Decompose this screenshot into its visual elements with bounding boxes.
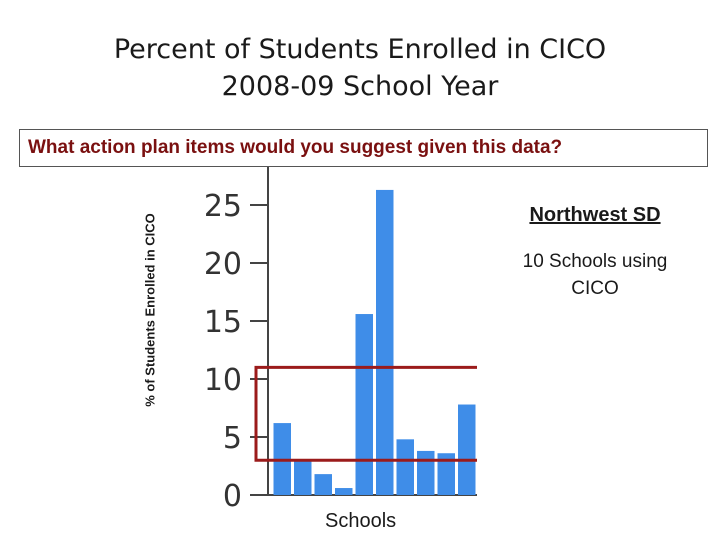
title-line-2: 2008-09 School Year <box>221 71 499 102</box>
bar-school-3 <box>314 474 332 495</box>
bar-school-6 <box>376 189 394 496</box>
bar-school-5 <box>355 314 373 495</box>
bar-school-8 <box>417 450 435 495</box>
title-line-1: Percent of Students Enrolled in CICO <box>113 34 607 65</box>
bar-school-2 <box>294 461 312 495</box>
highlight-bracket <box>254 365 270 462</box>
y-tick-label-25: 25 <box>204 189 242 224</box>
y-tick-label-0: 0 <box>223 479 242 514</box>
bar-school-4 <box>335 488 353 495</box>
x-axis-label: Schools <box>325 510 397 532</box>
discussion-question: What action plan items would you suggest… <box>19 129 708 167</box>
y-tick-label-15: 15 <box>204 305 242 340</box>
y-tick-label-20: 20 <box>204 247 242 282</box>
bar-school-10 <box>458 404 476 495</box>
district-title: Northwest SD <box>529 204 661 226</box>
y-tick-label-10: 10 <box>204 363 242 398</box>
y-tick-label-5: 5 <box>223 421 242 456</box>
bar-school-7 <box>396 439 414 495</box>
district-note: 10 Schools using CICO <box>522 251 668 299</box>
bar-school-9 <box>437 453 455 495</box>
